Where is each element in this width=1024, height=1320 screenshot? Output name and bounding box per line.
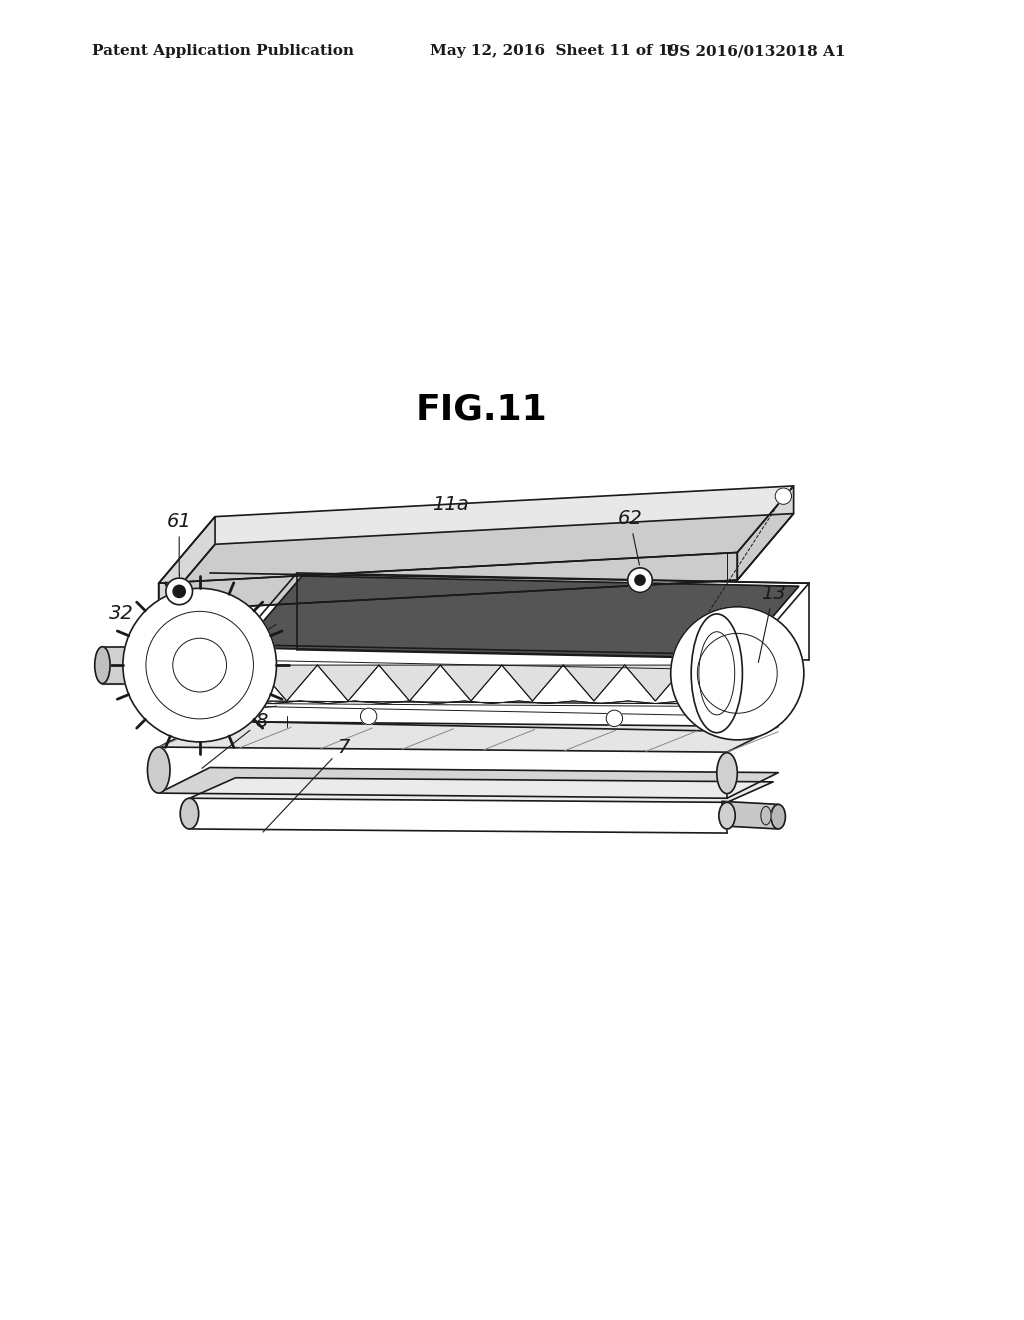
Circle shape: [173, 585, 185, 598]
Polygon shape: [722, 801, 778, 829]
Ellipse shape: [94, 647, 111, 684]
Text: FIG.11: FIG.11: [416, 392, 547, 426]
Polygon shape: [379, 665, 440, 701]
Polygon shape: [159, 486, 794, 583]
Polygon shape: [737, 486, 794, 579]
Circle shape: [166, 578, 193, 605]
Text: 62: 62: [617, 510, 642, 565]
Circle shape: [360, 708, 377, 725]
Polygon shape: [317, 665, 379, 701]
Text: 13: 13: [759, 583, 785, 663]
Ellipse shape: [180, 799, 199, 829]
Polygon shape: [159, 767, 778, 799]
Circle shape: [775, 488, 792, 504]
Circle shape: [635, 576, 645, 585]
Polygon shape: [102, 647, 138, 684]
Polygon shape: [625, 665, 686, 701]
Polygon shape: [256, 665, 317, 701]
Circle shape: [671, 607, 804, 741]
Polygon shape: [241, 576, 799, 657]
Polygon shape: [189, 777, 773, 803]
Polygon shape: [159, 513, 794, 611]
Circle shape: [628, 568, 652, 593]
Text: May 12, 2016  Sheet 11 of 19: May 12, 2016 Sheet 11 of 19: [430, 45, 679, 58]
Ellipse shape: [771, 804, 785, 829]
Ellipse shape: [761, 807, 771, 825]
Polygon shape: [502, 665, 563, 701]
Polygon shape: [686, 665, 748, 701]
Ellipse shape: [147, 747, 170, 793]
Ellipse shape: [717, 752, 737, 793]
Text: US 2016/0132018 A1: US 2016/0132018 A1: [666, 45, 845, 58]
Ellipse shape: [691, 614, 742, 733]
Circle shape: [123, 589, 276, 742]
Text: 7: 7: [263, 738, 349, 832]
Circle shape: [606, 710, 623, 726]
Polygon shape: [440, 665, 502, 701]
Text: 8: 8: [202, 711, 267, 768]
Text: 61: 61: [167, 512, 191, 576]
Text: 11a: 11a: [432, 495, 469, 513]
Text: 32: 32: [109, 605, 133, 623]
Polygon shape: [159, 553, 737, 611]
Polygon shape: [563, 665, 625, 701]
Polygon shape: [159, 516, 215, 611]
Ellipse shape: [719, 803, 735, 829]
Polygon shape: [159, 722, 778, 752]
Text: Patent Application Publication: Patent Application Publication: [92, 45, 354, 58]
